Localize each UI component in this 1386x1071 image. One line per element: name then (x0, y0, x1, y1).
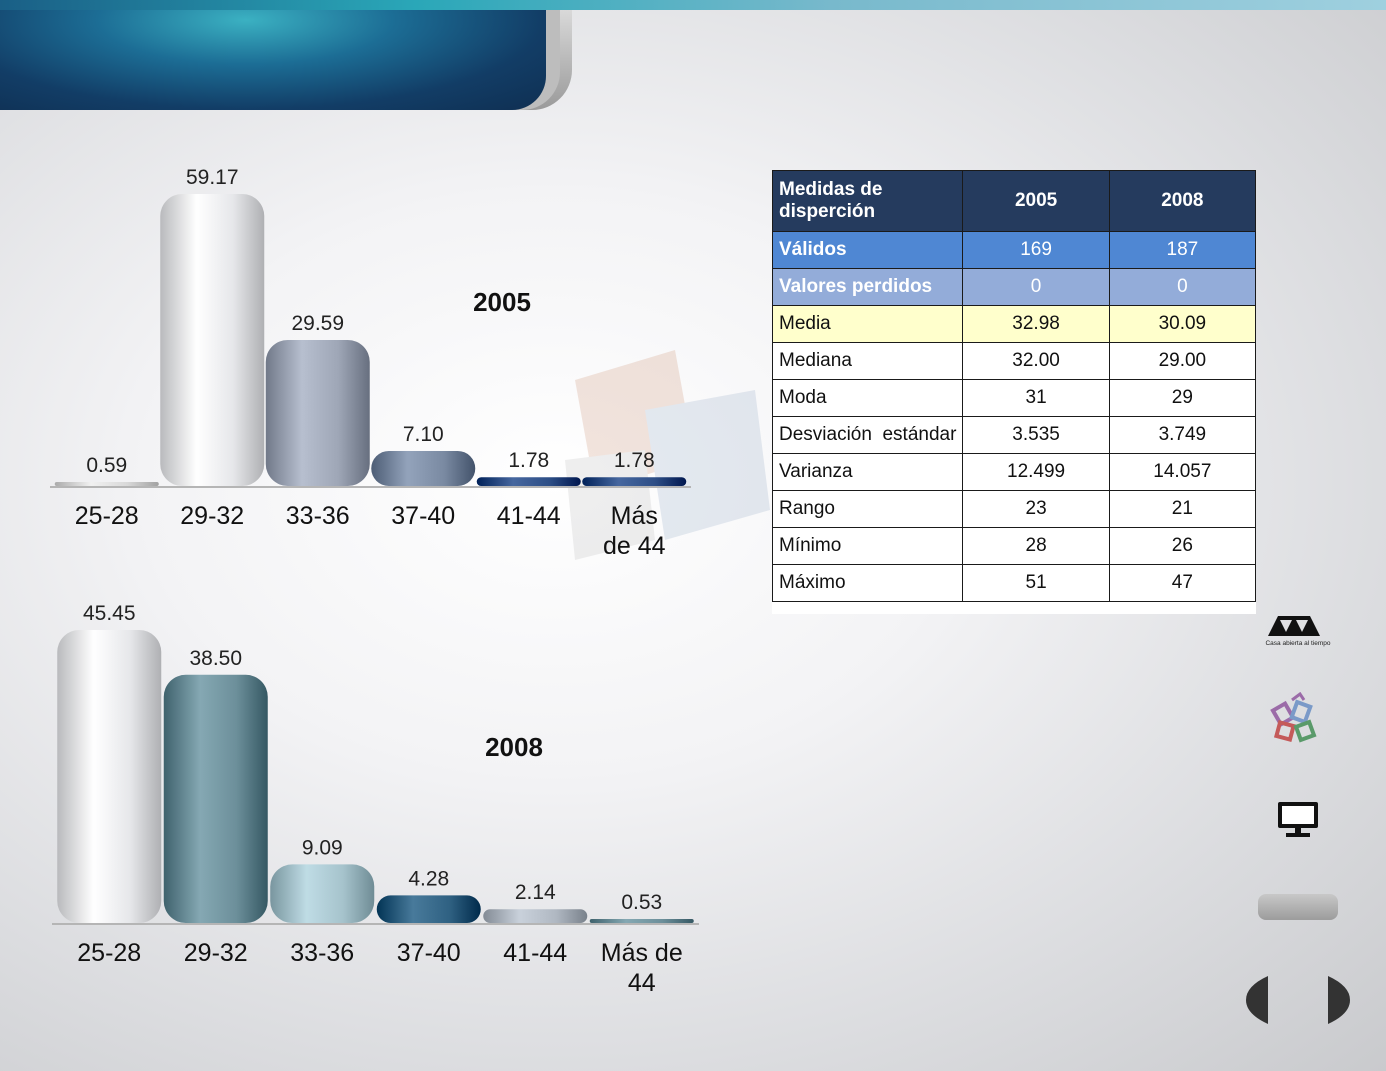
cell-2008: 29.00 (1108, 342, 1257, 380)
category-label: 33-36 (286, 502, 350, 530)
category-label: 37-40 (397, 939, 461, 967)
category-label: 29-32 (184, 939, 248, 967)
bar-25-28 (57, 630, 162, 923)
row-label: Máximo (771, 564, 964, 602)
row-label: Valores perdidos (771, 268, 964, 306)
bar-más-de-44 (589, 919, 694, 923)
bar-37-40 (371, 450, 476, 486)
chart-title: 2005 (473, 287, 531, 317)
row-label: Media (771, 305, 964, 343)
bar-value-label: 0.53 (621, 891, 662, 914)
row-label: Válidos (771, 231, 964, 269)
bar-25-28 (54, 482, 159, 486)
bar-41-44 (483, 909, 588, 923)
bar-value-label: 7.10 (403, 423, 444, 446)
table-row: Mínimo 28 26 (771, 527, 1257, 565)
table-row: Mediana 32.00 29.00 (771, 342, 1257, 380)
cell-2008: 14.057 (1108, 453, 1257, 491)
logo-caption: Casa abierta al tiempo (1265, 640, 1330, 647)
category-label: 33-36 (290, 939, 354, 967)
bar-29-32 (163, 674, 268, 923)
category-label: 37-40 (391, 502, 455, 530)
table-row: Moda 31 29 (771, 379, 1257, 417)
table-header-2008: 2008 (1108, 170, 1257, 232)
cell-2005: 32.98 (962, 305, 1110, 343)
category-label: Más de (601, 939, 683, 967)
row-label: Rango (771, 490, 964, 528)
cell-2005: 31 (962, 379, 1110, 417)
home-pill-button[interactable] (1258, 894, 1338, 920)
cell-2005: 32.00 (962, 342, 1110, 380)
bar-value-label: 9.09 (302, 836, 343, 859)
chart-2008: 2008 45.45 25-28 38.50 29-32 9.09 33-36 4.28 37-… (52, 602, 699, 997)
category-label: 25-28 (75, 502, 139, 530)
row-label: Moda (771, 379, 964, 417)
cell-2008: 30.09 (1108, 305, 1257, 343)
cell-2005: 23 (962, 490, 1110, 528)
title-tab (0, 10, 546, 110)
bar-value-label: 4.28 (408, 867, 449, 890)
table-row: Valores perdidos 0 0 (771, 268, 1257, 306)
bar-value-label: 59.17 (186, 166, 239, 189)
category-label: 29-32 (180, 502, 244, 530)
category-label: 25-28 (77, 939, 141, 967)
table-header-2005: 2005 (962, 170, 1110, 232)
dispersion-table: Medidas de disperción 2005 2008 Válidos … (771, 170, 1257, 614)
cell-2005: 0 (962, 268, 1110, 306)
bar-value-label: 1.78 (508, 449, 549, 472)
bar-29-32 (160, 194, 265, 486)
monitor-icon[interactable] (1276, 800, 1320, 840)
bar-más-de-44 (582, 477, 687, 486)
bar-33-36 (270, 864, 375, 923)
table-row: Media 32.98 30.09 (771, 305, 1257, 343)
category-label: 41-44 (497, 502, 561, 530)
row-label: Desviación estándar (771, 416, 964, 454)
bar-value-label: 1.78 (614, 449, 655, 472)
next-arrow-icon[interactable] (1328, 976, 1350, 1024)
bar-value-label: 0.59 (86, 454, 127, 477)
bar-value-label: 2.14 (515, 881, 556, 904)
category-label: 44 (628, 969, 656, 997)
cell-2005: 12.499 (962, 453, 1110, 491)
bar-41-44 (476, 477, 581, 486)
table-row: Rango 23 21 (771, 490, 1257, 528)
category-label: Más (611, 502, 658, 530)
table-row: Varianza 12.499 14.057 (771, 453, 1257, 491)
cell-2008: 21 (1108, 490, 1257, 528)
bar-33-36 (265, 339, 370, 486)
table-row: Desviación estándar 3.535 3.749 (771, 416, 1257, 454)
category-label: 41-44 (503, 939, 567, 967)
category-label: de 44 (603, 532, 666, 560)
table-row: Máximo 51 47 (771, 564, 1257, 602)
cell-2008: 0 (1108, 268, 1257, 306)
uam-logo-icon[interactable]: Casa abierta al tiempo (1262, 612, 1334, 650)
row-label: Mediana (771, 342, 964, 380)
table-header-row: Medidas de disperción 2005 2008 (771, 170, 1257, 232)
cell-2008: 187 (1108, 231, 1257, 269)
row-label: Mínimo (771, 527, 964, 565)
bar-value-label: 45.45 (83, 602, 136, 625)
bar-value-label: 38.50 (189, 647, 242, 670)
cell-2005: 51 (962, 564, 1110, 602)
table-header-label: Medidas de disperción (771, 170, 964, 232)
table-row: Válidos 169 187 (771, 231, 1257, 269)
cell-2005: 3.535 (962, 416, 1110, 454)
library-books-icon[interactable] (1270, 692, 1326, 746)
chart-title: 2008 (485, 732, 543, 762)
chart-2005: 2005 0.59 25-28 59.17 29-32 29.59 33-36 7.10 37-… (50, 166, 691, 560)
cell-2008: 29 (1108, 379, 1257, 417)
cell-2008: 47 (1108, 564, 1257, 602)
top-accent-stripe (0, 0, 1386, 10)
bar-37-40 (376, 895, 481, 923)
cell-2005: 169 (962, 231, 1110, 269)
cell-2008: 3.749 (1108, 416, 1257, 454)
row-label: Varianza (771, 453, 964, 491)
bar-value-label: 29.59 (291, 312, 344, 335)
cell-2008: 26 (1108, 527, 1257, 565)
prev-arrow-icon[interactable] (1246, 976, 1268, 1024)
cell-2005: 28 (962, 527, 1110, 565)
